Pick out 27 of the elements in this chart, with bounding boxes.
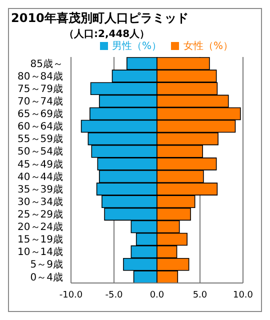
y-tick-label: 15～19歳 (18, 234, 63, 246)
y-tick-label: 55～59歳 (18, 133, 63, 146)
x-tick-label: 10.0 (232, 290, 254, 300)
y-tick-label: 75～79歳 (18, 82, 63, 95)
y-tick-label: 35～39歳 (18, 183, 63, 196)
y-tick-label: 5～9歳 (30, 258, 63, 271)
y-tick-label: 30～34歳 (18, 196, 63, 208)
chart-title: 2010年喜茂別町人口ピラミッド (10, 10, 190, 27)
x-tick-label: -5.0 (105, 290, 124, 300)
y-tick-label: 65～69歳 (18, 108, 63, 120)
legend-label: 男性（%） (112, 41, 162, 52)
y-tick-label: 0～4歳 (30, 271, 63, 284)
x-tick-label: -10.0 (59, 290, 83, 300)
y-tick-label: 50～54歳 (18, 146, 63, 158)
y-tick-label: 20～24歳 (18, 221, 63, 234)
legend-label: 女性（%） (183, 41, 233, 52)
y-tick-label: 70～74歳 (18, 95, 63, 108)
x-tick-label: 5.0 (192, 290, 208, 300)
x-tick-label: 0.0 (150, 290, 164, 300)
y-tick-label: 80～84歳 (18, 70, 63, 82)
chart-subtitle: （人口:2,448人） (63, 28, 151, 40)
y-tick-label: 25～29歳 (18, 208, 63, 220)
y-tick-label: 10～14歳 (18, 246, 63, 258)
y-tick-label: 45～49歳 (18, 158, 63, 170)
y-tick-label: 60～64歳 (18, 120, 63, 133)
y-tick-label: 40～44歳 (18, 170, 63, 183)
y-tick-label: 85歳～ (30, 58, 63, 70)
